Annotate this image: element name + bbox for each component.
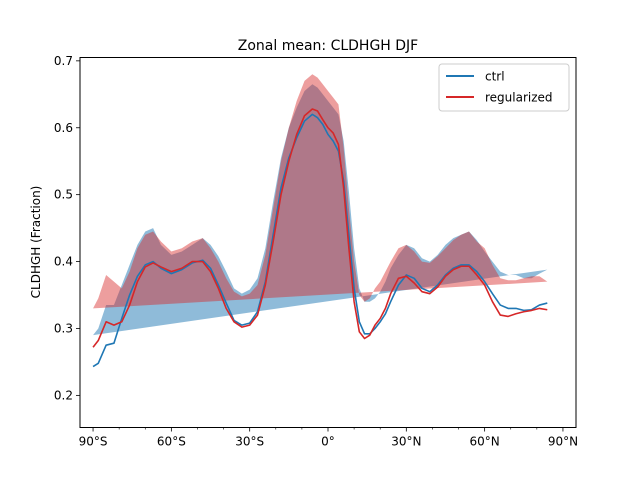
band-ctrl-spread xyxy=(93,84,548,336)
x-tick-label: 30°S xyxy=(235,435,264,449)
y-axis: 0.2 0.3 0.4 0.5 0.6 0.7 xyxy=(54,54,80,402)
y-tick-label: 0.5 xyxy=(54,188,73,202)
band-regularized-spread xyxy=(93,74,548,309)
x-tick-label: 30°N xyxy=(391,435,421,449)
series-lines xyxy=(92,108,548,368)
x-tick-label: 90°S xyxy=(79,435,108,449)
y-tick-label: 0.3 xyxy=(54,321,73,335)
error-bands xyxy=(93,74,548,336)
y-tick-label: 0.2 xyxy=(54,388,73,402)
legend: ctrl regularized xyxy=(438,63,570,112)
y-tick-label: 0.6 xyxy=(54,121,73,135)
x-tick-label: 60°N xyxy=(470,435,500,449)
y-tick-label: 0.7 xyxy=(54,54,73,68)
y-tick-label: 0.4 xyxy=(54,255,73,269)
x-tick-label: 0° xyxy=(321,435,335,449)
x-tick-label: 60°S xyxy=(157,435,186,449)
x-tick-label: 90°N xyxy=(548,435,578,449)
y-axis-label: CLDHGH (Fraction) xyxy=(29,186,43,299)
x-axis: 90°S 60°S 30°S 0° 30°N 60°N 90°N xyxy=(79,427,578,449)
chart-title: Zonal mean: CLDHGH DJF xyxy=(238,38,419,54)
legend-label-regularized: regularized xyxy=(485,91,553,105)
series-line-regularized xyxy=(92,108,548,348)
series-line-ctrl xyxy=(92,113,548,368)
legend-label-ctrl: ctrl xyxy=(485,70,505,84)
